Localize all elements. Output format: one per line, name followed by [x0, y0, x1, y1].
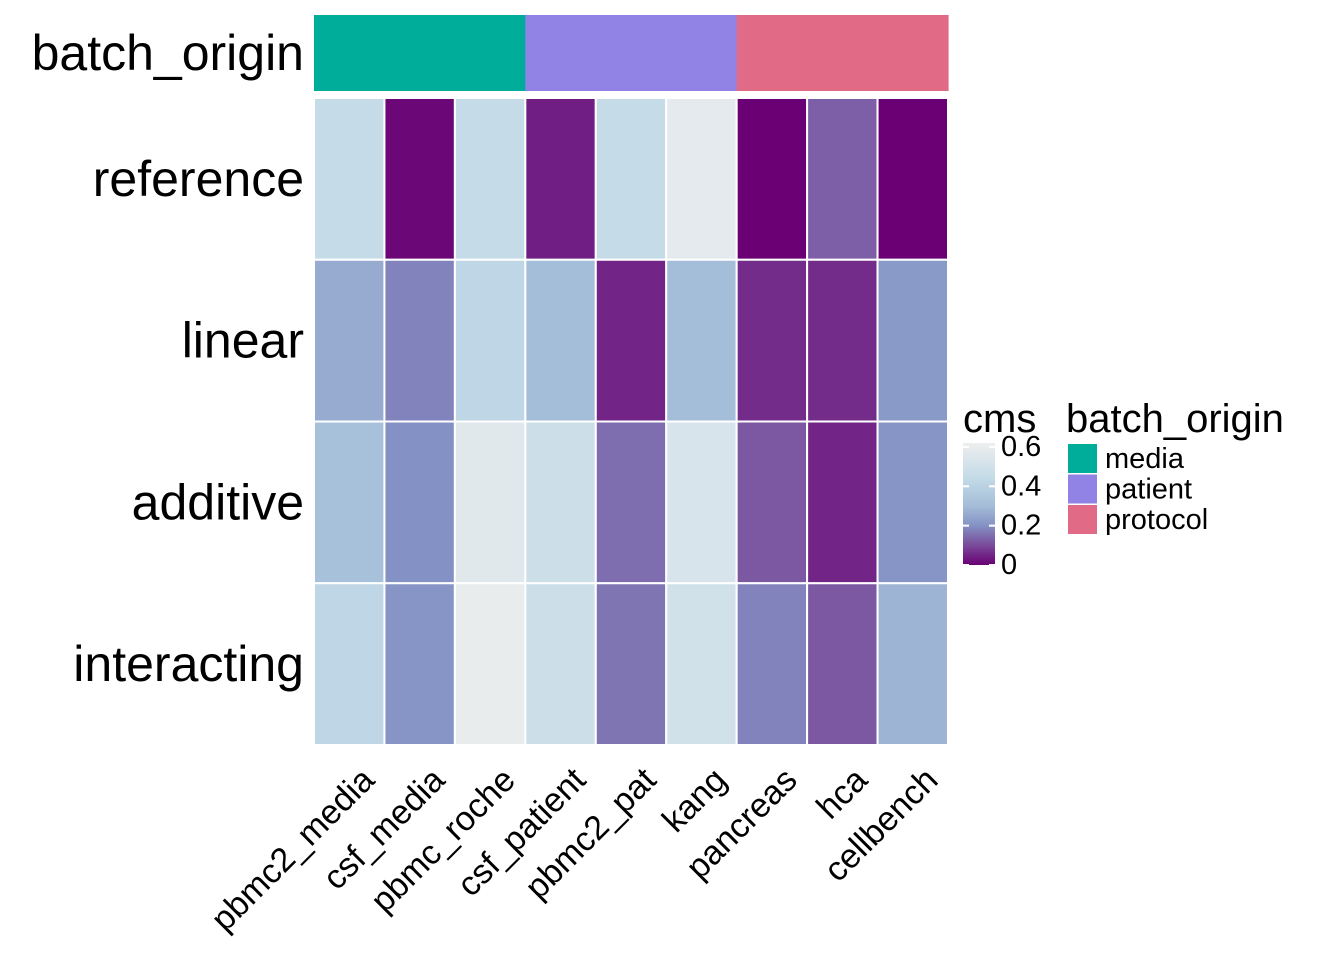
- annotation-cell: [877, 15, 949, 91]
- heatmap-cell: [313, 258, 386, 423]
- heatmap-cell: [806, 258, 879, 423]
- heatmap-cell: [453, 582, 527, 746]
- legend-swatch: [1068, 444, 1097, 473]
- heatmap-cell: [453, 420, 527, 585]
- heatmap-cell: [735, 420, 809, 585]
- annotation-cell: [314, 15, 386, 91]
- annotation-cell: [807, 15, 879, 91]
- heatmap-cell: [383, 420, 456, 585]
- heatmap-cell: [524, 97, 597, 261]
- heatmap-cell: [876, 420, 949, 585]
- legend-swatch: [1068, 505, 1097, 534]
- annotation-cell: [666, 15, 738, 91]
- annotation-cell: [736, 15, 808, 91]
- heatmap-cell: [806, 582, 879, 746]
- heatmap-cell: [383, 258, 456, 423]
- legend-label: media: [1105, 443, 1185, 475]
- heatmap-cell: [524, 582, 597, 746]
- heatmap-cell: [594, 258, 668, 423]
- colorbar-tick-label: 0.6: [1001, 431, 1041, 463]
- annotation-row-label: batch_origin: [32, 25, 304, 81]
- row-label: interacting: [73, 636, 304, 692]
- heatmap-cell: [665, 258, 738, 423]
- heatmap-cell: [876, 582, 949, 746]
- heatmap-cell: [313, 582, 386, 746]
- heatmap-cell: [665, 582, 738, 746]
- legend-label: patient: [1105, 474, 1192, 506]
- heatmap-cell: [806, 97, 879, 261]
- heatmap-cell: [735, 97, 809, 261]
- colorbar-gradient: [963, 443, 995, 565]
- legend-label: protocol: [1105, 504, 1208, 536]
- heatmap-cell: [594, 97, 668, 261]
- heatmap-cell: [594, 582, 668, 746]
- annotation-cell: [384, 15, 456, 91]
- heatmap-cell: [665, 97, 738, 261]
- annotation-track: batch_origin: [32, 15, 949, 91]
- row-labels: reference linear additive interacting: [73, 151, 304, 692]
- annotation-cell: [525, 15, 597, 91]
- colorbar-tick-label: 0: [1001, 549, 1017, 581]
- heatmap-cell: [594, 420, 668, 585]
- heatmap-cell: [735, 582, 809, 746]
- column-labels: pbmc2_mediacsf_mediapbmc_rochecsf_patien…: [204, 760, 945, 938]
- heatmap-cell: [665, 420, 738, 585]
- heatmap-cell: [735, 258, 809, 423]
- colorbar-tick-label: 0.4: [1001, 470, 1041, 502]
- heatmap-cell: [876, 97, 949, 261]
- heatmap-cell: [453, 258, 527, 423]
- heatmap-cell: [876, 258, 949, 423]
- colorbar-title: cms: [963, 397, 1036, 441]
- colorbar-ticks: 0 0.2 0.4 0.6: [963, 431, 1041, 581]
- legend-swatch: [1068, 474, 1097, 504]
- heatmap-cell: [806, 420, 879, 585]
- row-label: linear: [182, 313, 304, 369]
- heatmap-cell: [313, 420, 386, 585]
- heatmap-cell: [453, 97, 527, 261]
- row-label: reference: [93, 151, 304, 207]
- heatmap-cells: [313, 97, 949, 746]
- heatmap-cell: [383, 582, 456, 746]
- batch-legend-title: batch_origin: [1066, 397, 1284, 441]
- colorbar-legend: cms 0 0.2 0.4 0.6: [963, 397, 1041, 581]
- heatmap-cell: [383, 97, 456, 261]
- colorbar-tick-label: 0.2: [1001, 510, 1041, 542]
- heatmap-cell: [313, 97, 386, 261]
- heatmap-cell: [524, 258, 597, 423]
- row-label: additive: [132, 474, 304, 530]
- heatmap-cell: [524, 420, 597, 585]
- annotation-cell: [454, 15, 526, 91]
- annotation-cell: [595, 15, 667, 91]
